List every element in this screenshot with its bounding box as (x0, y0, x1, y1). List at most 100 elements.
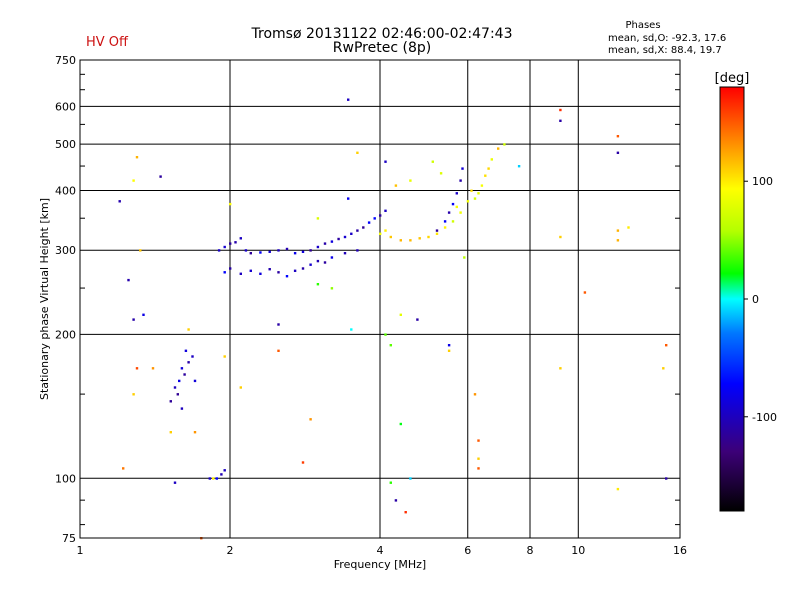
data-point (277, 323, 280, 326)
data-point (409, 477, 412, 480)
colorbar-tick-label: 100 (752, 175, 773, 188)
data-point (343, 235, 347, 239)
data-point (330, 256, 334, 259)
data-point (487, 167, 490, 170)
y-tick-label: 75 (62, 532, 76, 545)
data-point (244, 249, 248, 252)
phase-colorbar: [deg] -100 0 100 (715, 71, 777, 512)
data-point (616, 229, 620, 232)
data-point (249, 269, 252, 272)
x-axis-label: Frequency [MHz] (334, 558, 426, 571)
data-point (178, 379, 181, 383)
data-point (268, 250, 271, 253)
data-point (559, 235, 562, 239)
data-point (239, 237, 242, 240)
hv-status: HV Off (86, 35, 128, 50)
x-tick-label: 8 (527, 544, 534, 557)
data-point (309, 263, 312, 266)
axes: 1 2 4 6 8 10 16 75 100 200 300 400 500 600 750 Frequenc… (38, 54, 687, 571)
data-point (356, 249, 359, 252)
data-point (662, 367, 665, 370)
data-point (466, 200, 470, 203)
data-point (373, 217, 376, 220)
data-point (394, 184, 398, 187)
data-point (212, 477, 215, 480)
data-points (118, 98, 668, 540)
y-axis-label: Stationary phase Virtual Height [km] (38, 198, 51, 400)
x-tick-label: 2 (227, 544, 234, 557)
data-point (399, 239, 402, 242)
data-point (180, 407, 184, 410)
data-point (379, 232, 382, 235)
data-point (439, 172, 443, 175)
data-point (559, 119, 562, 122)
data-point (389, 235, 392, 239)
data-point (301, 461, 305, 464)
data-point (473, 197, 477, 200)
data-point (409, 179, 412, 182)
data-point (362, 226, 365, 229)
phase-stats-o: mean, sd,O: -92.3, 17.6 (608, 33, 727, 44)
data-point (316, 283, 320, 286)
data-point (490, 158, 493, 161)
x-tick-label: 1 (77, 544, 84, 557)
data-point (477, 439, 480, 442)
data-point (356, 151, 359, 154)
data-point (223, 271, 226, 274)
data-point (463, 256, 466, 259)
data-point (139, 249, 142, 252)
data-point (301, 267, 305, 270)
data-point (350, 328, 353, 331)
data-point (309, 418, 312, 421)
data-point (477, 457, 480, 460)
chart-title: Tromsø 20131122 02:46:00-02:47:43 (251, 26, 513, 42)
chart-subtitle: RwPretec (8p) (332, 40, 432, 56)
colorbar-tick-label: -100 (752, 411, 777, 424)
x-tick-label: 6 (464, 544, 471, 557)
data-point (220, 473, 223, 476)
data-point (435, 232, 439, 235)
data-point (480, 184, 484, 187)
data-point (451, 202, 455, 206)
phases-title: Phases (625, 20, 661, 31)
data-point (404, 511, 407, 514)
data-point (418, 237, 421, 240)
x-tick-label: 4 (377, 544, 384, 557)
data-point (301, 250, 305, 253)
data-point (616, 487, 620, 491)
data-point (151, 367, 155, 370)
data-point (347, 98, 350, 101)
data-point (517, 165, 521, 168)
data-point (229, 267, 232, 270)
data-point (443, 226, 447, 229)
data-point (399, 422, 402, 426)
data-point (234, 241, 237, 244)
data-point (316, 259, 320, 263)
data-point (259, 251, 262, 254)
data-point (447, 349, 451, 352)
data-point (559, 108, 562, 112)
data-point (665, 477, 668, 480)
colorbar-gradient (719, 86, 745, 512)
phase-stats-x: mean, sd,X: 88.4, 19.7 (608, 45, 722, 56)
data-point (343, 252, 347, 255)
data-point (384, 229, 387, 232)
data-point (259, 272, 262, 275)
data-point (229, 242, 232, 245)
data-point (323, 242, 327, 245)
data-point (455, 205, 458, 209)
data-point (350, 232, 353, 235)
data-point (249, 252, 252, 255)
data-point (665, 344, 668, 347)
y-tick-label: 100 (55, 472, 76, 485)
data-point (627, 226, 630, 229)
data-point (215, 477, 218, 480)
data-point (187, 361, 190, 364)
data-point (208, 477, 211, 480)
grid-lines (80, 60, 680, 538)
data-point (193, 379, 197, 383)
data-point (309, 249, 312, 252)
data-point (330, 287, 334, 290)
data-point (330, 240, 334, 243)
data-point (616, 151, 620, 154)
